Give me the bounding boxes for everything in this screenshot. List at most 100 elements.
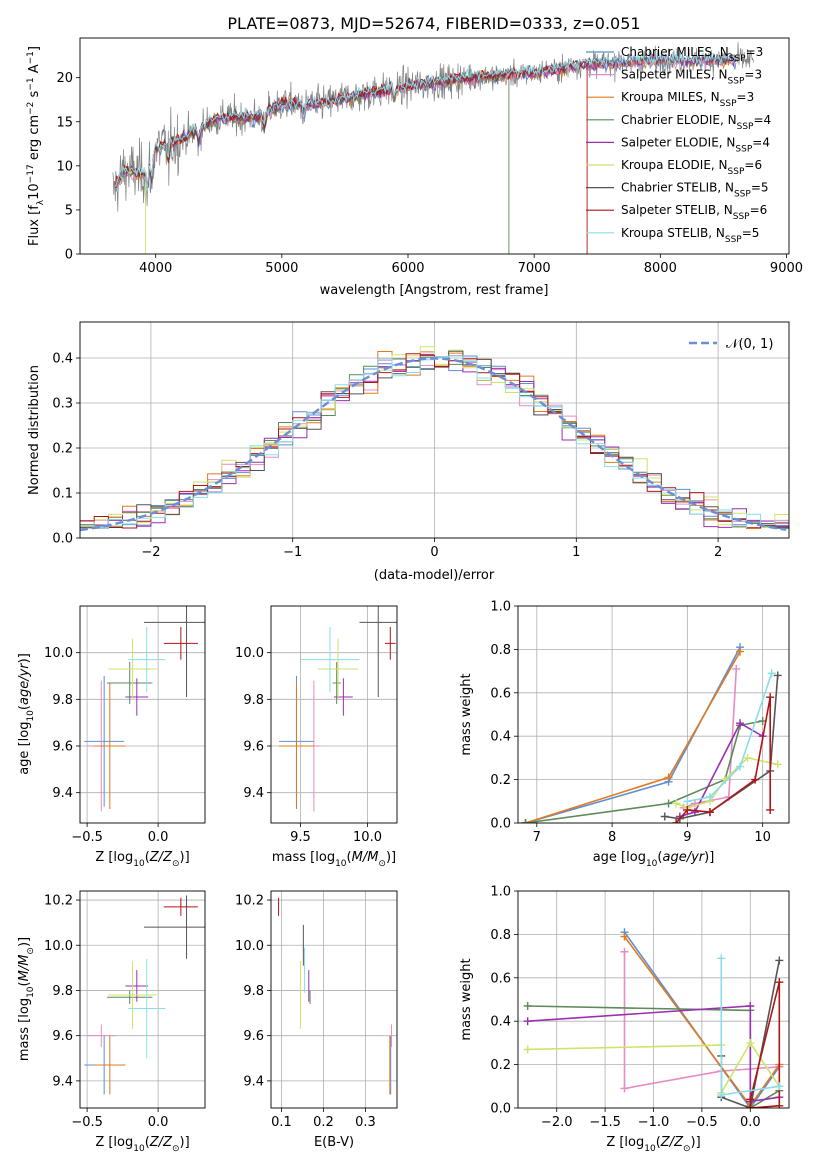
plus-marker	[672, 799, 681, 808]
plus-marker	[717, 1090, 726, 1099]
x-tick-label: 9000	[770, 261, 803, 276]
mass-weight-vs-age-axes: 7 8 9 10 0.0 0.2 0.4 0.6 0.8 1.0 age [log10(age/yr…	[459, 600, 790, 869]
plot-area	[84, 895, 205, 1095]
plus-marker	[660, 812, 669, 821]
y-tick-label: 10.0	[235, 939, 264, 954]
age-vs-metallicity-axes: −0.5 0.0 9.4 9.6 9.8 10.0 Z [log10(Z/Z⊙)] age […	[17, 605, 206, 869]
plus-marker	[775, 1082, 784, 1091]
y-axis-label: age [log10(age/yr)]	[17, 653, 36, 775]
legend-entry: 𝒩(0, 1)	[726, 337, 773, 352]
y-tick-label: 0.4	[52, 352, 73, 367]
y-tick-label: 10.2	[44, 894, 73, 909]
x-tick-label: 5000	[265, 261, 298, 276]
errorbar-point-kroupa_elodie	[108, 961, 157, 1029]
x-tick-label: 7	[533, 830, 541, 845]
plus-marker	[521, 819, 530, 823]
plus-marker	[664, 799, 673, 808]
plus-marker	[620, 1084, 629, 1093]
plus-marker	[620, 932, 629, 941]
y-tick-label: 9.8	[243, 693, 264, 708]
y-tick-label: 0.1	[52, 487, 73, 502]
model-spectrum-salpeter_stelib	[114, 60, 588, 254]
errorbar-point-chabrier_elodie	[332, 662, 341, 704]
figure-title: PLATE=0873, MJD=52674, FIBERID=0333, z=0…	[227, 14, 640, 33]
axes-frame	[517, 890, 790, 1109]
x-tick-label: 4000	[139, 261, 172, 276]
y-tick-label: 9.6	[243, 740, 264, 755]
y-tick-label: 9.6	[52, 1029, 73, 1044]
x-axis-label: mass [log10(M/M⊙)]	[272, 850, 396, 869]
plus-marker	[672, 819, 681, 823]
mass-weight-series-kroupa_elodie	[672, 753, 782, 812]
plot-area	[523, 928, 784, 1108]
plus-marker	[523, 1002, 532, 1011]
plus-marker	[705, 792, 714, 801]
x-tick-label: 8000	[644, 261, 677, 276]
y-tick-label: 0.2	[52, 442, 73, 457]
plus-marker	[732, 664, 741, 673]
series-line	[749, 981, 781, 1108]
x-tick-label: 10	[754, 830, 771, 845]
y-tick-label: 1.0	[490, 600, 511, 615]
plot-area	[521, 643, 782, 823]
x-axis-label: age [log10(age/yr)]	[593, 850, 715, 869]
errorbar-point-salpeter_elodie	[125, 970, 149, 1002]
errorbar-point-kroupa_elodie	[317, 638, 359, 700]
errorbar-point-chabrier_stelib	[143, 606, 205, 697]
gaussian-curve	[80, 357, 787, 532]
y-tick-label: 9.8	[52, 693, 73, 708]
plus-marker	[767, 669, 776, 678]
x-axis-label: Z [log10(Z/Z⊙)]	[606, 1135, 700, 1154]
y-tick-label: 10.0	[44, 646, 73, 661]
plus-marker	[751, 775, 760, 784]
mass-weight-series-kroupa_stelib	[717, 954, 784, 1099]
x-tick-label: −2	[141, 545, 160, 560]
axes-frame	[79, 321, 790, 539]
y-tick-label: 0.0	[490, 817, 511, 832]
legend-entry: Chabrier ELODIE, NSSP=4	[621, 113, 771, 132]
errorbar-point-chabrier_miles	[84, 676, 125, 807]
x-axis-label: E(B-V)	[314, 1135, 354, 1150]
x-tick-label: 9	[683, 830, 691, 845]
plus-marker	[775, 978, 784, 987]
residual-histogram-axes: −2 −1 0 1 2 0.0 0.1 0.2 0.3 0.4 𝒩(0, 1) (data-model…	[27, 321, 790, 583]
y-tick-label: 5	[65, 203, 73, 218]
axes-frame	[79, 890, 206, 1109]
y-tick-label: 0.0	[490, 1102, 511, 1117]
plot-area	[279, 606, 397, 812]
y-tick-label: 0.6	[490, 971, 511, 986]
plus-marker	[775, 956, 784, 965]
plus-marker	[736, 647, 745, 656]
x-tick-label: 0.0	[148, 830, 169, 845]
mass-weight-vs-metallicity-axes: −2.0 −1.5 −1.0 −0.5 0.0 0.0 0.2 0.4 0.6 0.8 1.0 Z […	[459, 885, 790, 1154]
legend-entry: Chabrier MILES, NSSP=3	[621, 45, 763, 64]
mass-weight-series-salpeter_stelib	[672, 693, 775, 823]
series-line	[683, 668, 738, 809]
errorbar-point-chabrier_stelib	[359, 606, 397, 697]
y-tick-label: 9.4	[243, 786, 264, 801]
x-tick-label: 0.3	[355, 1115, 376, 1130]
y-tick-label: 15	[56, 115, 73, 130]
errorbar-point-salpeter_stelib	[163, 897, 198, 916]
legend-entry: Kroupa MILES, NSSP=3	[621, 90, 754, 109]
plus-marker	[523, 1017, 532, 1026]
errorbar-point-kroupa_elodie	[108, 638, 157, 700]
y-tick-label: 0.8	[490, 643, 511, 658]
y-axis-label: mass weight	[459, 958, 474, 1040]
series-line	[675, 696, 771, 823]
plus-marker	[773, 671, 782, 680]
series-line	[687, 673, 773, 803]
plot-area	[278, 897, 393, 1095]
plus-marker	[746, 1038, 755, 1047]
errorbar-point-kroupa_stelib	[300, 627, 360, 693]
histogram-chabrier_stelib	[80, 350, 789, 529]
y-tick-label: 10.0	[235, 646, 264, 661]
mass-weight-series-salpeter_miles	[679, 664, 741, 812]
errorbar-point-salpeter_elodie	[334, 678, 353, 716]
errorbar-point-salpeter_stelib	[384, 627, 396, 660]
y-tick-label: 0.2	[490, 773, 511, 788]
legend-entry: Salpeter ELODIE, NSSP=4	[621, 135, 770, 154]
x-axis-label: Z [log10(Z/Z⊙)]	[95, 1135, 189, 1154]
plus-marker	[683, 797, 692, 806]
